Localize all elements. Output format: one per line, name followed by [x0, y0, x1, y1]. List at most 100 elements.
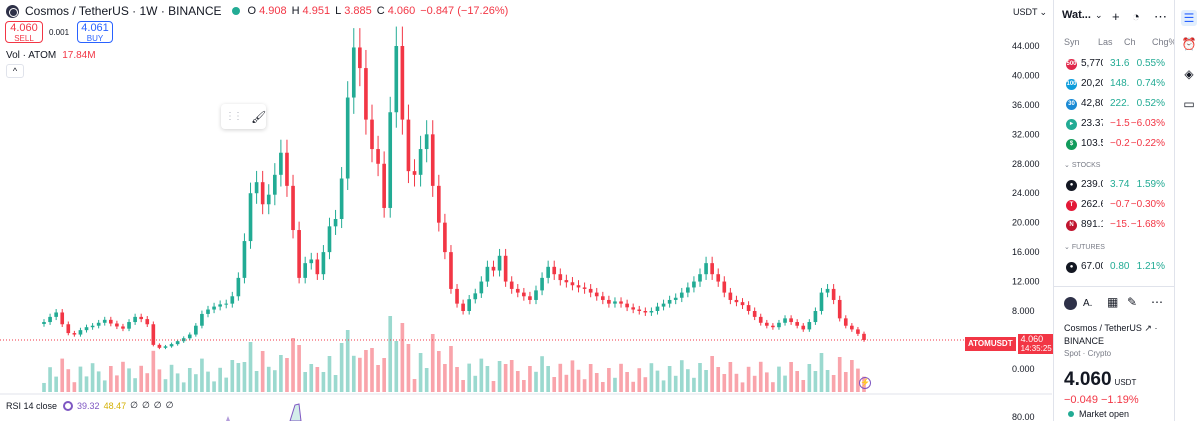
change-percent: −0.30%	[1130, 199, 1165, 210]
candle-body	[807, 322, 812, 330]
candle-body	[84, 327, 89, 331]
watchlist-row[interactable]: N 891.1 −15.−1.68%	[1054, 215, 1174, 235]
candle-body	[789, 318, 793, 323]
edit-icon[interactable]: ✎	[1127, 295, 1138, 309]
candle-body	[260, 182, 265, 205]
candle-body	[704, 263, 708, 275]
candle-body	[303, 263, 308, 278]
candle-body	[631, 307, 636, 310]
volume-bar	[588, 364, 593, 392]
candle-body	[661, 303, 666, 307]
candle-body	[90, 325, 95, 328]
column-symbol[interactable]: Syn	[1064, 37, 1080, 47]
details-price: 4.060	[1064, 369, 1112, 390]
watchlist-row[interactable]: ▸ 23.37 −1.5−6.03%	[1054, 114, 1174, 134]
candle-body	[254, 182, 259, 194]
rsi-legend[interactable]: RSI 14 close 39.32 48.47 ∅ ∅ ∅ ∅	[6, 400, 177, 411]
more-icon[interactable]: ⋯	[1154, 9, 1167, 24]
candle-body	[394, 46, 399, 113]
details-type: Spot · Crypto	[1064, 349, 1112, 358]
watchlist-row[interactable]: $103.5 −0.2−0.22%	[1054, 134, 1174, 154]
symbol-title[interactable]: Cosmos / TetherUS · 1W · BINANCE	[25, 4, 222, 18]
price-tag-symbol: ATOMUSDT	[965, 337, 1016, 351]
section-header[interactable]: ⌄ FUTURES	[1064, 243, 1105, 251]
chart-area[interactable]: 44.000 40.000 36.000 32.000 28.000 24.000 20.0…	[0, 0, 1058, 421]
grid-view-icon[interactable]: ▦	[1107, 295, 1119, 309]
candle-body	[218, 304, 222, 307]
add-symbol-icon[interactable]: +	[1112, 9, 1120, 24]
candle-body	[430, 134, 435, 186]
right-toolbar: ☰ ⏰ ◈ ▭	[1174, 0, 1200, 421]
watchlist-row[interactable]: ● 67.00 0.80 1.21%	[1054, 257, 1174, 277]
candle-body	[856, 329, 860, 334]
change-value: −0.2	[1110, 138, 1130, 149]
volume-bar	[254, 371, 259, 392]
candle-body	[613, 301, 617, 304]
volume-bar	[66, 369, 71, 392]
volume-bar	[771, 382, 775, 392]
volume-bar	[843, 372, 848, 392]
buy-button[interactable]: 4.061 BUY	[77, 21, 114, 43]
symbol-legend: Cosmos / TetherUS · 1W · BINANCE O 4.908 …	[6, 4, 513, 18]
chat-icon[interactable]: ▭	[1183, 97, 1195, 111]
volume-bar	[345, 330, 350, 392]
candle-body	[528, 296, 532, 300]
watchlist-icon[interactable]: ☰	[1181, 10, 1197, 26]
volume-bar	[637, 368, 642, 392]
volume-bar	[108, 366, 113, 392]
volume-bar	[795, 371, 800, 392]
column-change[interactable]: Ch	[1124, 37, 1136, 47]
watchlist-row[interactable]: T 262.6 −0.7−0.30%	[1054, 195, 1174, 215]
currency-selector[interactable]: USDT ⌄	[1007, 3, 1051, 21]
market-status-label: Market open	[1079, 409, 1130, 419]
price-chart[interactable]: 44.000 40.000 36.000 32.000 28.000 24.000 20.0…	[0, 0, 1052, 421]
alerts-icon[interactable]: ⏰	[1181, 37, 1197, 51]
candle-body	[607, 299, 611, 304]
layers-icon[interactable]: ◈	[1184, 67, 1194, 81]
sell-button[interactable]: 4.060 SELL	[5, 21, 43, 43]
watchlist-row[interactable]: 30 42,80 222. 0.52%	[1054, 94, 1174, 114]
volume-label: Vol · ATOM	[6, 50, 57, 61]
candle-body	[163, 346, 168, 348]
brush-icon[interactable]: 🖌	[251, 109, 267, 124]
volume-bar	[716, 367, 721, 392]
volume-bar	[704, 370, 708, 392]
ohlc-low-value: 3.885	[344, 5, 372, 17]
details-change: −0.049 −1.19%	[1064, 394, 1139, 406]
details-name[interactable]: Cosmos / TetherUS ↗ · BINANCE	[1064, 323, 1158, 346]
drag-handle-icon[interactable]: ⋮⋮	[225, 111, 243, 122]
candle-body	[783, 318, 787, 323]
watchlist-row[interactable]: 500 5,770 31.6 0.55%	[1054, 54, 1174, 74]
advanced-view-icon[interactable]: ◔	[1132, 9, 1140, 24]
volume-bar	[315, 367, 320, 392]
volume-legend[interactable]: Vol · ATOM 17.84M	[6, 50, 96, 61]
column-change-percent[interactable]: Chg%	[1152, 37, 1177, 47]
candle-body	[619, 301, 623, 304]
ohlc-change: −0.847 (−17.26%)	[420, 5, 509, 17]
watchlist-row[interactable]: 100 20,20 148. 0.74%	[1054, 74, 1174, 94]
section-header[interactable]: ⌄ STOCKS	[1064, 161, 1100, 169]
watchlist-row[interactable]: ● 239.0 3.74 1.59%	[1054, 175, 1174, 195]
candle-body	[455, 288, 459, 304]
candle-body	[843, 318, 848, 326]
collapse-legend-button[interactable]: ^	[6, 64, 24, 78]
volume-bar	[509, 360, 514, 392]
spread-value: 0.001	[49, 27, 70, 37]
market-open-dot-icon	[1068, 411, 1074, 417]
change-value: −1.5	[1110, 118, 1130, 129]
ohlc-close-label: C	[376, 5, 385, 17]
candle-body	[600, 296, 605, 300]
external-link-icon[interactable]: ↗	[1144, 323, 1152, 333]
more-icon[interactable]: ⋯	[1151, 295, 1163, 309]
watchlist-title[interactable]: Wat... ⌄	[1062, 9, 1102, 21]
volume-bar	[837, 357, 842, 392]
chevron-down-icon: ⌄	[1064, 244, 1072, 251]
candle-body	[418, 149, 423, 175]
drawing-toolbar[interactable]: ⋮⋮ 🖌	[221, 104, 266, 129]
candle-body	[522, 292, 526, 297]
candle-body	[558, 274, 563, 281]
volume-bar	[236, 363, 241, 392]
lightning-icon[interactable]: ⚡	[859, 377, 871, 389]
price-axis-tick: 44.000	[1012, 41, 1040, 51]
column-last[interactable]: Las	[1098, 37, 1113, 47]
